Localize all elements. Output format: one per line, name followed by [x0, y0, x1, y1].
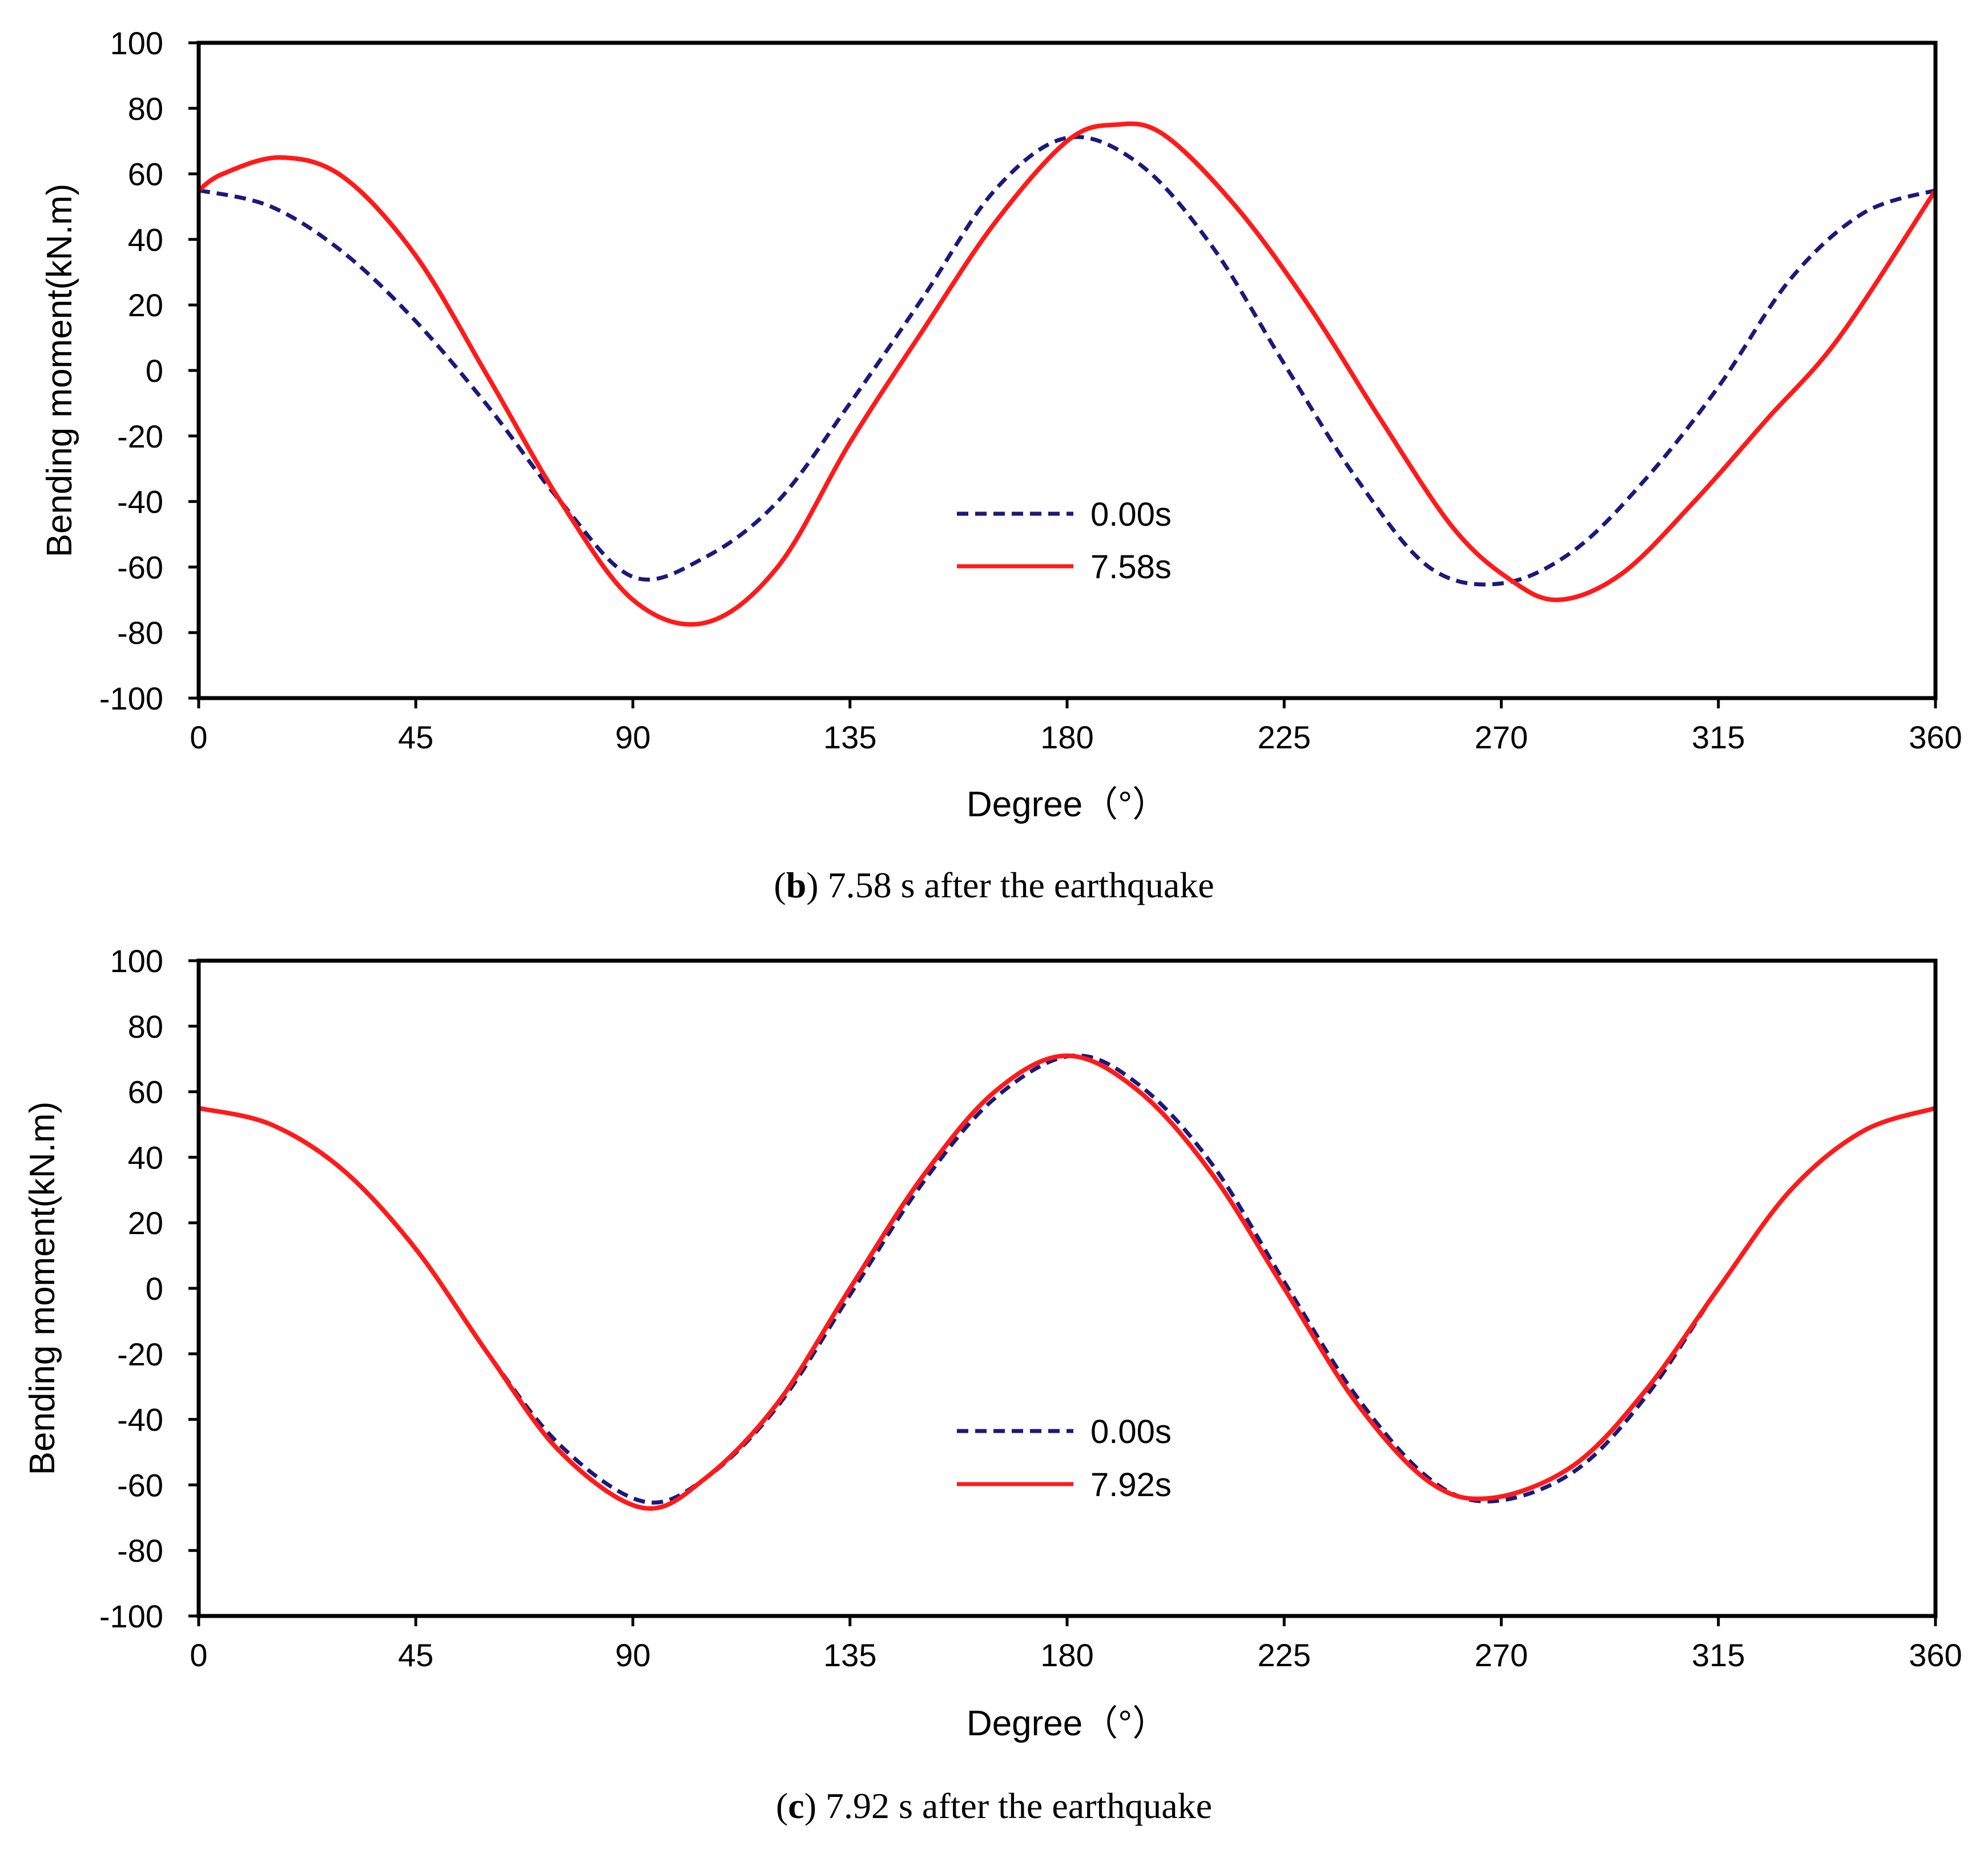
legend-b: 0.00s 7.58s	[957, 496, 1172, 586]
y-tick-label: -80	[117, 1533, 163, 1569]
x-tick-label: 0	[190, 719, 207, 755]
caption-letter-b: b	[786, 865, 807, 905]
x-axis-title-b: Degree（°）	[967, 785, 1168, 824]
y-tick-label: -40	[117, 1402, 163, 1438]
x-tick-label: 0	[190, 1637, 207, 1673]
y-tick-label: 60	[128, 1074, 163, 1110]
x-tick-label: 360	[1909, 719, 1962, 755]
y-tick-label: 40	[128, 1139, 163, 1175]
x-tick-label: 270	[1475, 719, 1528, 755]
y-tick-label: -80	[117, 615, 163, 651]
plot-area-b	[199, 121, 1935, 627]
series-line-0.00s	[199, 135, 1935, 587]
y-tick-label: -100	[99, 1598, 163, 1634]
x-tick-label: 135	[823, 1637, 876, 1673]
series-line-7.92s	[199, 1053, 1935, 1511]
chart-panel-b: 0 45 90 135 180 225 270 315 360 100 80 60 40 20 0 -20 -4…	[40, 25, 1962, 905]
y-tick-label: -20	[117, 1336, 163, 1372]
x-tick-label: 135	[823, 719, 876, 755]
x-tick-label: 315	[1692, 1637, 1745, 1673]
caption-text-c: 7.92 s after the earthquake	[816, 1786, 1212, 1826]
y-tick-label: 20	[128, 287, 163, 323]
x-tick-label: 315	[1692, 719, 1745, 755]
y-tick-label: -40	[117, 484, 163, 520]
legend-label-7.92s: 7.92s	[1090, 1466, 1172, 1504]
y-axis-title-c: Bending moment(kN.m)	[23, 1102, 62, 1476]
y-tick-label: 0	[146, 1271, 163, 1307]
x-tick-label: 270	[1475, 1637, 1528, 1673]
y-tick-label: -100	[99, 680, 163, 716]
y-tick-label: -60	[117, 549, 163, 585]
y-tick-label: 100	[110, 943, 163, 979]
legend-label-7.58s: 7.58s	[1090, 549, 1172, 586]
y-tick-label: 80	[128, 1009, 163, 1045]
y-tick-label: 20	[128, 1205, 163, 1241]
x-axis-title-c: Degree（°）	[967, 1704, 1168, 1743]
y-tick-label: 100	[110, 25, 163, 61]
legend-label-0.00s: 0.00s	[1090, 1413, 1172, 1450]
y-tick-label: 60	[128, 156, 163, 192]
y-tick-label: 40	[128, 221, 163, 257]
legend-label-0.00s: 0.00s	[1090, 496, 1172, 533]
x-tick-label: 180	[1040, 719, 1093, 755]
axis-ticks-c: 0 45 90 135 180 225 270 315 360 100 80 60 40 20 0 -20 -4…	[99, 943, 1962, 1673]
plot-area-c	[199, 1053, 1935, 1511]
y-tick-label: 0	[146, 353, 163, 389]
x-tick-label: 90	[615, 719, 650, 755]
chart-panel-c: 0 45 90 135 180 225 270 315 360 100 80 60 40 20 0 -20 -4…	[23, 943, 1962, 1826]
x-tick-label: 180	[1040, 1637, 1093, 1673]
caption-b: (b) 7.58 s after the earthquake	[774, 865, 1214, 905]
x-tick-label: 90	[615, 1637, 650, 1673]
series-line-7.58s	[199, 121, 1935, 627]
x-tick-label: 225	[1258, 1637, 1311, 1673]
y-tick-label: -60	[117, 1467, 163, 1503]
y-tick-label: 80	[128, 91, 163, 127]
legend-c: 0.00s 7.92s	[957, 1413, 1172, 1504]
x-tick-label: 45	[398, 719, 433, 755]
caption-letter-c: c	[788, 1786, 804, 1826]
x-tick-label: 45	[398, 1637, 433, 1673]
x-tick-label: 360	[1909, 1637, 1962, 1673]
y-axis-title-b: Bending moment(kN.m)	[40, 184, 79, 558]
caption-text-b: 7.58 s after the earthquake	[819, 865, 1214, 905]
caption-c: (c) 7.92 s after the earthquake	[776, 1786, 1212, 1826]
y-tick-label: -20	[117, 418, 163, 454]
x-tick-label: 225	[1258, 719, 1311, 755]
axis-ticks-b: 0 45 90 135 180 225 270 315 360 100 80 60 40 20 0 -20 -4…	[99, 25, 1962, 755]
